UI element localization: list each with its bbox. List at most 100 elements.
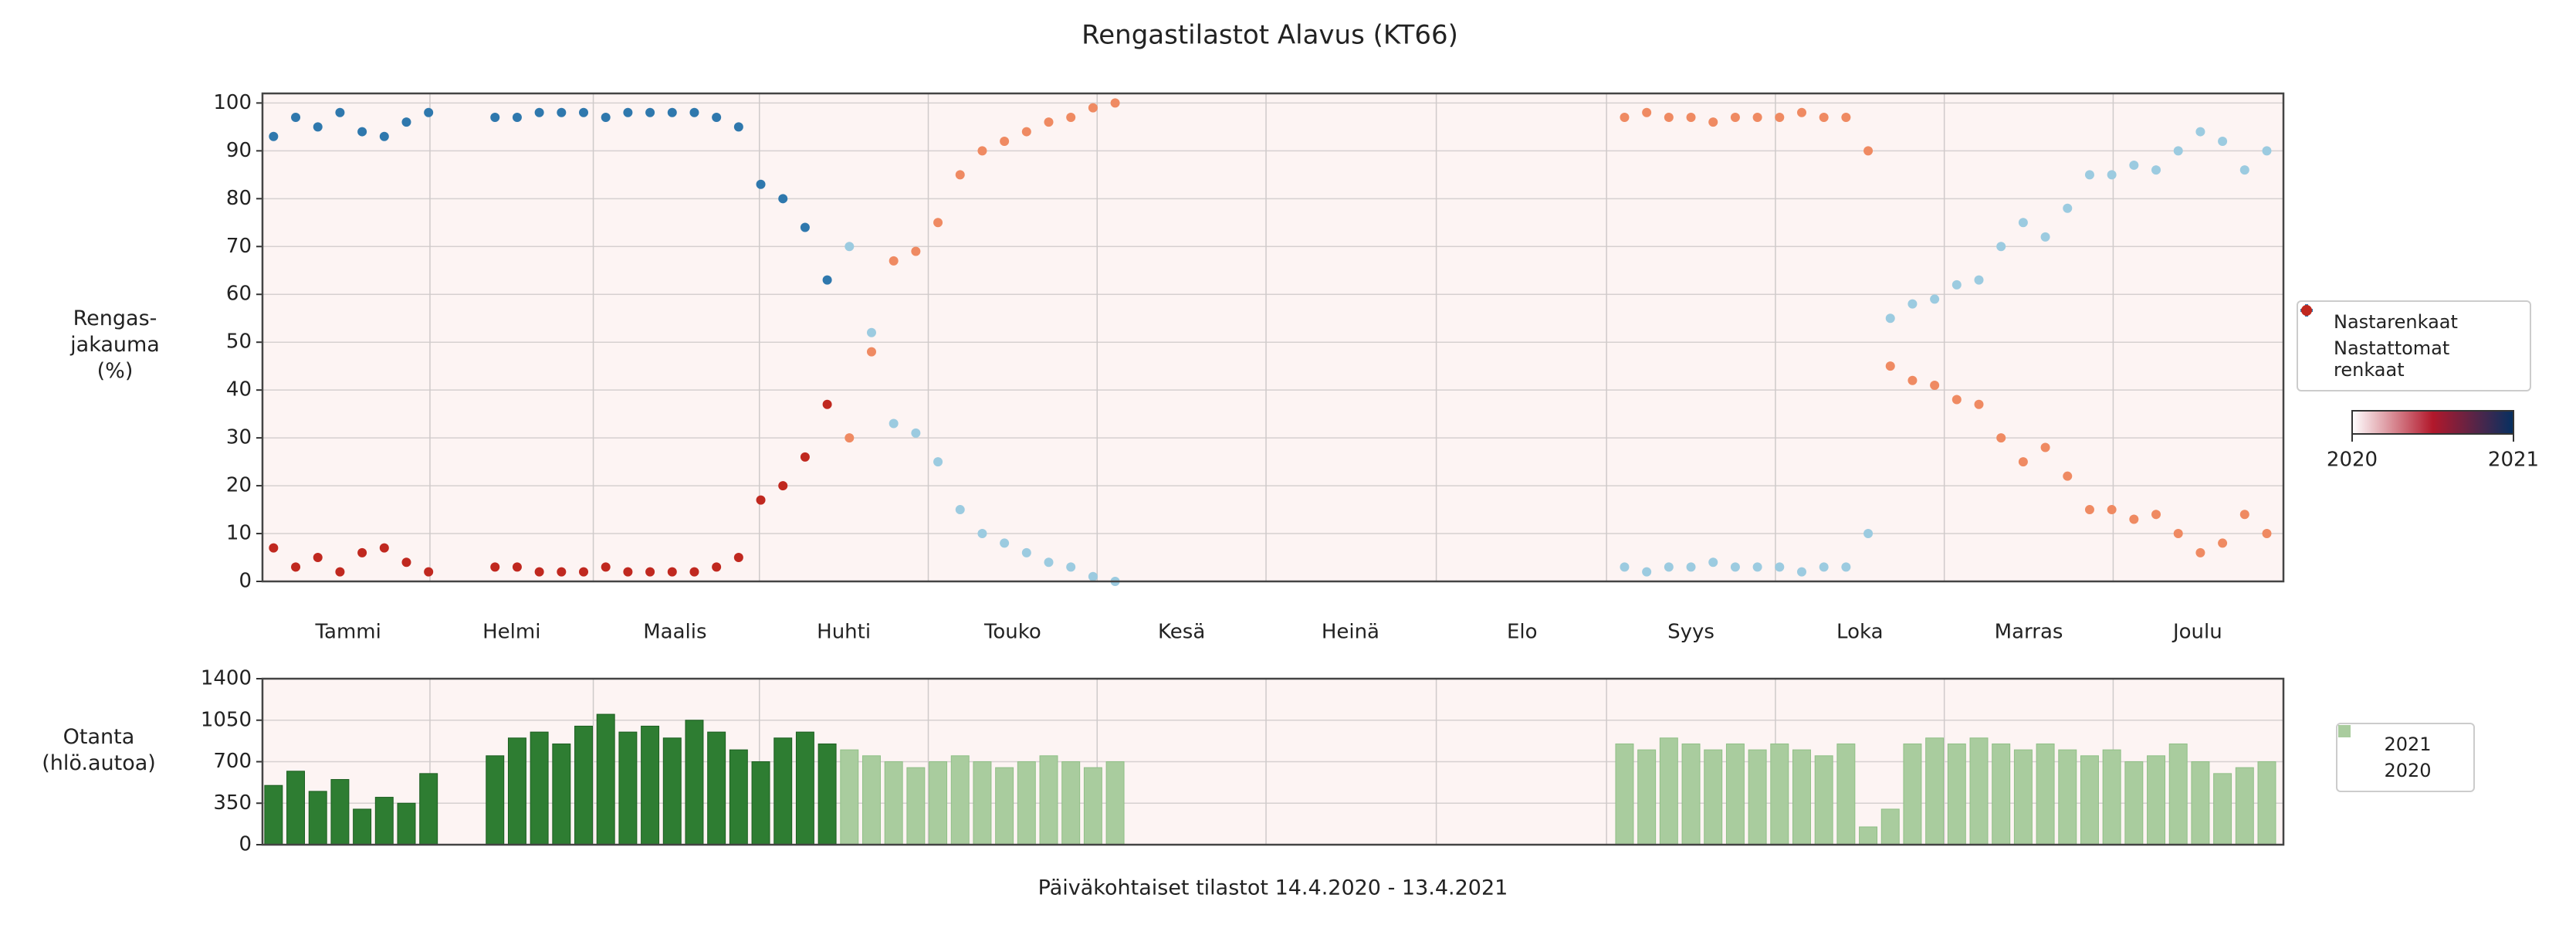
data-point (689, 107, 699, 117)
data-point (1708, 117, 1718, 127)
bar (1836, 743, 1856, 845)
data-point (357, 547, 367, 557)
y-axis-title: Rengas- jakauma (%) (70, 307, 160, 383)
data-point (1088, 103, 1098, 113)
data-point (357, 127, 367, 137)
plot-border (261, 677, 2285, 846)
data-point (1796, 567, 1806, 577)
chart-title: Rengastilastot Alavus (KT66) (1082, 20, 1458, 51)
y-tick-label: 1050 (201, 708, 252, 731)
bar (1615, 743, 1634, 845)
bar (530, 731, 549, 845)
data-point (291, 562, 301, 572)
data-point (1996, 433, 2006, 443)
data-point (1752, 112, 1762, 122)
y-tick-label: 50 (226, 330, 252, 354)
data-point (601, 562, 611, 572)
y-tick-label: 100 (213, 91, 252, 114)
data-point (579, 107, 589, 117)
data-point (1752, 562, 1762, 572)
data-point (534, 567, 544, 577)
y-tick-label: 700 (213, 750, 252, 773)
bar (1792, 749, 1811, 845)
y-axis-title: Otanta (hlö.autoa) (42, 725, 156, 775)
data-point (977, 529, 987, 539)
data-point (1708, 557, 1718, 568)
x-tick-label: Tammi (314, 621, 381, 644)
y-tick-label: 90 (226, 139, 252, 162)
bar (1880, 808, 1900, 845)
data-point (733, 122, 743, 132)
bar (862, 755, 881, 845)
data-point (1951, 280, 1962, 290)
data-point (1642, 107, 1652, 117)
x-tick-label: Maalis (643, 621, 706, 644)
data-point (733, 553, 743, 563)
bar (773, 737, 793, 845)
x-axis-title: Päiväkohtaiset tilastot 14.4.2020 - 13.4… (1038, 876, 1508, 900)
data-point (313, 553, 323, 563)
x-tick-label: Huhti (817, 621, 871, 644)
data-point (335, 567, 345, 577)
y-tick-label: 10 (226, 522, 252, 545)
bar (840, 749, 859, 845)
bar (751, 761, 770, 845)
data-point (512, 112, 522, 122)
data-point (1021, 127, 1031, 137)
data-point (1775, 562, 1785, 572)
x-tick-label: Joulu (2171, 621, 2222, 644)
data-point (2239, 510, 2249, 520)
data-point (800, 452, 810, 462)
legend: 2021 2020 (2336, 723, 2475, 792)
data-point (1930, 380, 1940, 390)
data-point (335, 107, 345, 117)
colorbar-label: 2020 (2327, 449, 2378, 472)
data-point (2084, 505, 2094, 515)
data-point (269, 131, 279, 141)
data-point (1044, 557, 1054, 568)
data-point (955, 170, 965, 180)
data-point (1686, 562, 1696, 572)
data-point (955, 505, 965, 515)
data-point (1664, 562, 1674, 572)
bar (906, 767, 926, 845)
data-point (1044, 117, 1054, 127)
data-point (2018, 218, 2028, 228)
data-point (2040, 442, 2050, 452)
data-point (269, 543, 279, 553)
data-point (1819, 562, 1829, 572)
bar (2102, 749, 2121, 845)
data-point (712, 562, 722, 572)
y-tick-label: 30 (226, 426, 252, 449)
bar (2147, 755, 2166, 845)
legend-label: Nastattomat renkaat (2334, 337, 2450, 381)
data-point (2018, 457, 2028, 467)
legend-label: 2021 (2384, 734, 2432, 755)
bar (507, 737, 526, 845)
bar (1039, 755, 1058, 845)
bar (2257, 761, 2276, 845)
data-point (645, 567, 655, 577)
data-point (822, 275, 832, 285)
bar (707, 731, 726, 845)
bar (264, 784, 283, 845)
bar (662, 737, 682, 845)
data-point (424, 107, 434, 117)
bar (950, 755, 970, 845)
legend-item: 2020 (2338, 725, 2466, 781)
data-point (313, 122, 323, 132)
data-point (2218, 136, 2228, 146)
data-point (379, 131, 389, 141)
bar (641, 725, 660, 845)
x-tick-label: Kesä (1158, 621, 1205, 644)
bar (1770, 743, 1789, 845)
data-point (1730, 112, 1740, 122)
data-point (557, 567, 567, 577)
data-point (1664, 112, 1674, 122)
data-point (2239, 165, 2249, 175)
bar (2058, 749, 2077, 845)
colorbar (2351, 410, 2514, 435)
bar (2013, 749, 2033, 845)
bar (353, 808, 372, 845)
